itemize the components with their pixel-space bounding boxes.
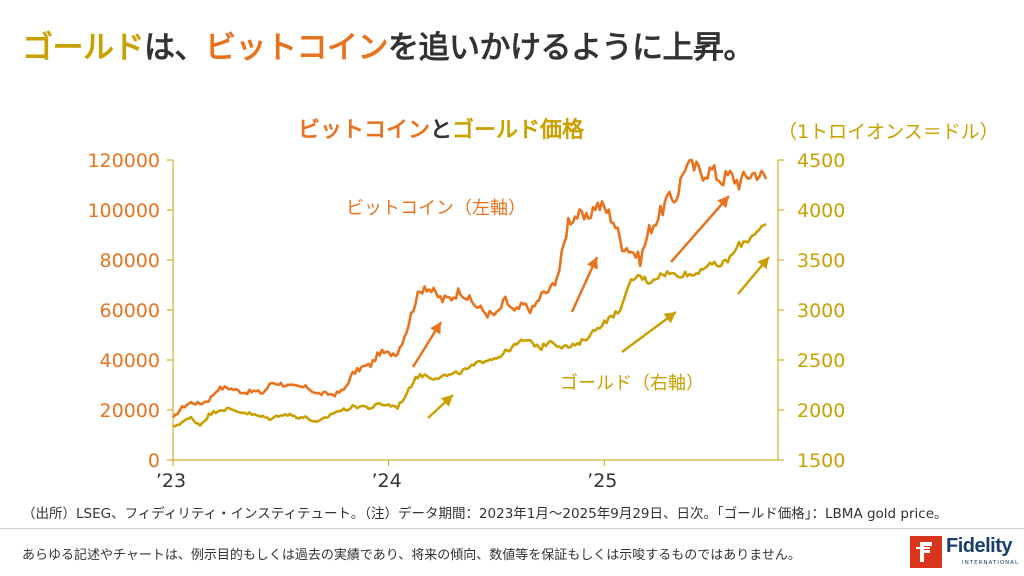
left-tick-label: 0 [148, 450, 160, 472]
right-tick-label: 2000 [797, 400, 845, 422]
chart-title-and: と [430, 118, 453, 143]
trend-arrow [621, 310, 677, 354]
trend-arrow [670, 195, 730, 263]
bitcoin-series-label: ビットコイン（左軸） [346, 198, 526, 219]
left-tick-label: 20000 [100, 400, 160, 422]
chart-title: ビットコインとゴールド価格 [298, 112, 584, 144]
right-tick-label: 2500 [797, 350, 845, 372]
page-headline: ゴールドは、ビットコインを追いかけるように上昇。 [22, 22, 1012, 67]
x-tick-label: ’24 [372, 470, 402, 492]
chart-title-gold: ゴールド価格 [452, 118, 585, 143]
right-tick-label: 3000 [797, 300, 845, 322]
left-tick-label: 120000 [87, 150, 160, 172]
trend-arrow-head [586, 257, 598, 270]
gold-series-line [172, 223, 767, 428]
left-tick-label: 40000 [100, 350, 160, 372]
right-tick-label: 1500 [797, 450, 845, 472]
trend-arrow-head [757, 257, 769, 270]
logo-subtext: INTERNATIONAL [962, 560, 1020, 566]
right-tick-label: 4000 [797, 200, 845, 222]
headline-bitcoin: ビットコイン [205, 30, 389, 66]
right-tick-label: 3500 [797, 250, 845, 272]
left-tick-label: 80000 [100, 250, 160, 272]
right-tick-label: 4500 [797, 150, 845, 172]
unit-label: （1トロイオンス＝ドル） [778, 121, 999, 143]
trend-arrow-head [440, 395, 453, 407]
left-tick-label: 100000 [87, 200, 160, 222]
logo-wordmark: Fidelity [946, 535, 1013, 557]
x-tick-label: ’23 [156, 470, 186, 492]
bitcoin-series-line [171, 158, 768, 419]
price-chart: 0 20000 40000 60000 80000 100000 120000 1500 20… [87, 150, 845, 492]
trend-arrow-head [717, 196, 729, 209]
chart-title-bitcoin: ビットコイン [298, 118, 431, 143]
gold-series-label: ゴールド（右軸） [560, 373, 704, 394]
trend-arrow-head [430, 322, 441, 335]
fidelity-logo-icon [910, 536, 942, 568]
headline-rest: を追いかけるように上昇。 [388, 30, 755, 66]
left-tick-label: 60000 [100, 300, 160, 322]
x-tick-label: ’25 [587, 470, 617, 492]
source-note: （出所）LSEG、フィディリティ・インスティテュート。（注）データ期間：2023… [22, 506, 948, 522]
trend-arrow-head [663, 312, 676, 324]
headline-gold: ゴールド [22, 30, 145, 66]
disclaimer: あらゆる記述やチャートは、例示目的もしくは過去の実績であり、将来の傾向、数値等を… [22, 548, 801, 563]
headline-connector: は、 [144, 30, 206, 66]
footer-divider [0, 528, 1024, 529]
